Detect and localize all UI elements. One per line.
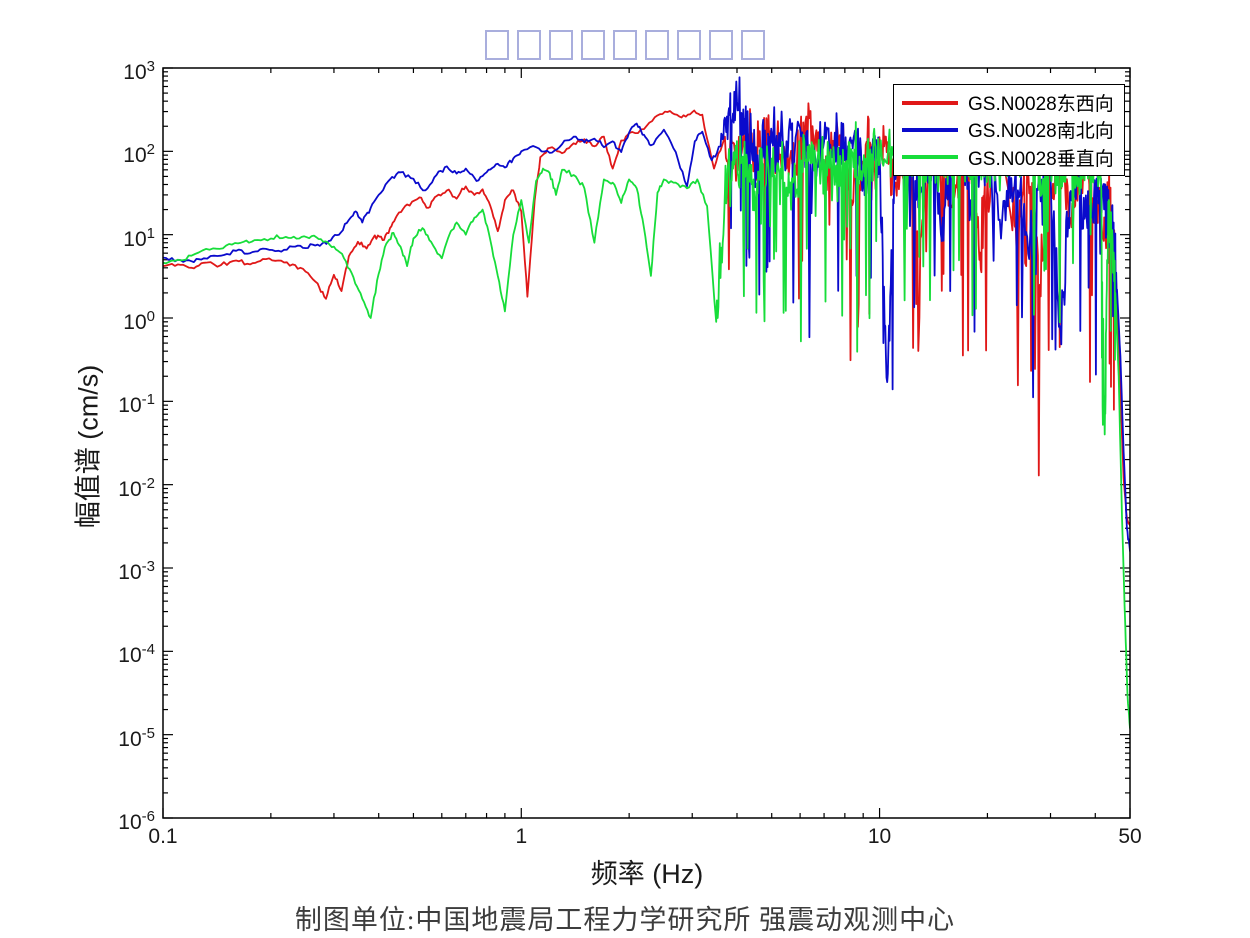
title-tofu-glyph — [741, 30, 765, 60]
legend-label-ew: GS.N0028东西向 — [968, 94, 1114, 116]
x-tick-label: 10 — [867, 825, 892, 848]
legend-entry-ew: GS.N0028东西向 — [902, 90, 1116, 116]
caption-credit: 制图单位:中国地震局工程力学研究所 强震动观测中心 — [294, 905, 956, 935]
y-tick-label: 101 — [123, 224, 155, 251]
x-tick-label: 0.1 — [148, 825, 178, 848]
y-tick-label: 102 — [123, 141, 155, 168]
x-tick-label: 50 — [1118, 825, 1142, 848]
y-tick-label: 103 — [123, 58, 155, 84]
y-tick-label: 10-2 — [118, 474, 155, 501]
x-axis-label: 频率 (Hz) — [590, 859, 704, 889]
y-tick-label: 10-3 — [118, 558, 155, 584]
y-axis-label: 幅值谱 (cm/s) — [73, 364, 104, 529]
x-tick-label: 1 — [515, 825, 528, 848]
y-tick-label: 10-1 — [118, 391, 155, 418]
legend: GS.N0028东西向 GS.N0028南北向 GS.N0028垂直向 — [893, 84, 1125, 176]
legend-entry-ns: GS.N0028南北向 — [902, 117, 1116, 143]
chart-title-missing-glyphs — [0, 28, 1250, 62]
title-tofu-glyph — [613, 30, 637, 60]
title-tofu-glyph — [549, 30, 573, 60]
y-tick-label: 10-4 — [118, 641, 155, 668]
legend-label-ns: GS.N0028南北向 — [968, 121, 1114, 143]
legend-line-swatch-red — [902, 100, 958, 105]
title-tofu-glyph — [645, 30, 669, 60]
legend-line-swatch-green — [902, 155, 958, 160]
y-tick-label: 10-6 — [118, 808, 155, 834]
y-tick-label: 10-5 — [118, 724, 155, 751]
title-tofu-glyph — [581, 30, 605, 60]
y-tick-label: 100 — [123, 308, 155, 334]
legend-line-swatch-blue — [902, 127, 958, 132]
title-tofu-glyph — [677, 30, 701, 60]
title-tofu-glyph — [709, 30, 733, 60]
legend-entry-vertical: GS.N0028垂直向 — [902, 144, 1116, 170]
title-tofu-glyph — [485, 30, 509, 60]
axes-box — [162, 67, 1131, 819]
legend-label-vertical: GS.N0028垂直向 — [968, 148, 1114, 170]
title-tofu-glyph — [517, 30, 541, 60]
